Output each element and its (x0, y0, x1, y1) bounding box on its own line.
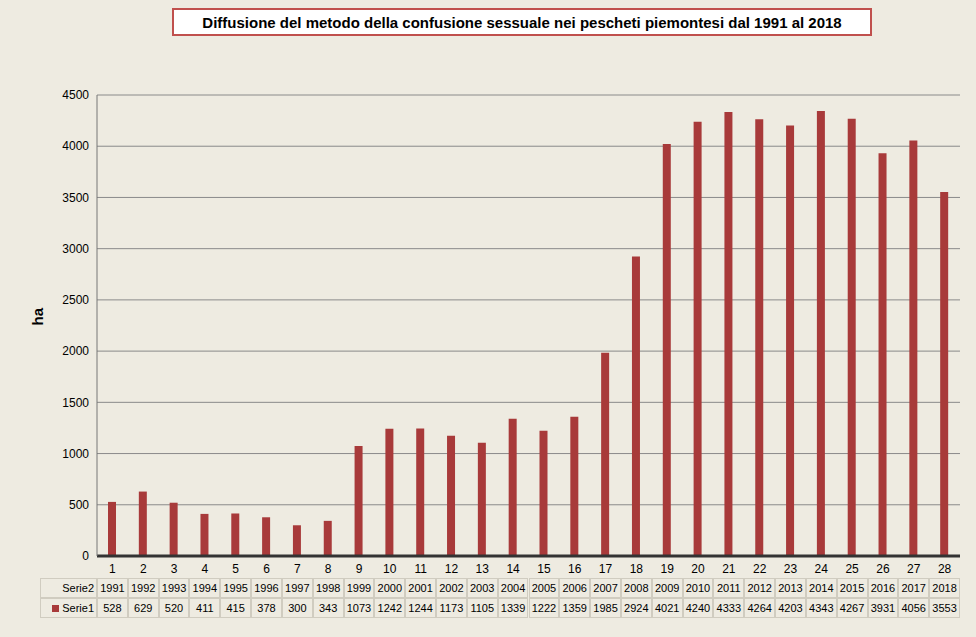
svg-text:1500: 1500 (62, 396, 89, 410)
svg-text:21: 21 (722, 562, 736, 576)
html-text:2007: 2007 (593, 582, 618, 594)
html-text:1993: 1993 (161, 582, 187, 594)
svg-text:2500: 2500 (62, 293, 89, 307)
html-text:1105: 1105 (470, 602, 495, 614)
html-text:1998: 1998 (315, 582, 341, 594)
html-text:4267: 4267 (839, 602, 865, 614)
html-text:415: 415 (226, 602, 245, 614)
html-text:Serie2: Serie2 (62, 582, 94, 594)
html-text:2016: 2016 (870, 582, 896, 594)
html-text:1339: 1339 (500, 602, 526, 614)
html-text:2017: 2017 (901, 582, 926, 594)
html-text:1999: 1999 (346, 582, 372, 594)
svg-text:19: 19 (661, 562, 675, 576)
html-text:Diffusione del metodo della co: Diffusione del metodo della confusione s… (202, 13, 842, 31)
svg-text:3500: 3500 (62, 191, 89, 205)
svg-text:2000: 2000 (62, 344, 89, 358)
svg-text:13: 13 (476, 562, 490, 576)
html-text:2003: 2003 (470, 582, 495, 594)
svg-text:24: 24 (815, 562, 829, 576)
html-text:2002: 2002 (439, 582, 464, 594)
svg-text:27: 27 (907, 562, 921, 576)
html-text:1073: 1073 (346, 602, 372, 614)
html-text:1244: 1244 (408, 602, 433, 614)
svg-text:26: 26 (876, 562, 890, 576)
html-text:2009: 2009 (654, 582, 680, 594)
svg-text:25: 25 (845, 562, 859, 576)
html-text:300: 300 (288, 602, 307, 614)
html-text:2013: 2013 (778, 582, 803, 594)
html-text:1359: 1359 (562, 602, 587, 614)
html-text:2012: 2012 (747, 582, 772, 594)
html-text:520: 520 (164, 602, 184, 614)
svg-text:4: 4 (202, 562, 209, 576)
svg-text:500: 500 (69, 498, 89, 512)
svg-text:9: 9 (356, 562, 363, 576)
html-text:3931: 3931 (870, 602, 896, 614)
html-text:1173: 1173 (439, 602, 464, 614)
html-text:4056: 4056 (901, 602, 926, 614)
svg-text:5: 5 (232, 562, 239, 576)
html-text:1997: 1997 (285, 582, 310, 594)
html-text:1996: 1996 (254, 582, 279, 594)
html-text:1991: 1991 (100, 582, 125, 594)
html-text:4203: 4203 (778, 602, 803, 614)
svg-text:ha: ha (29, 307, 46, 325)
svg-text:23: 23 (784, 562, 798, 576)
svg-text:17: 17 (599, 562, 613, 576)
svg-text:6: 6 (263, 562, 270, 576)
html-text:4333: 4333 (716, 602, 742, 614)
svg-text:3000: 3000 (62, 242, 89, 256)
svg-text:16: 16 (568, 562, 582, 576)
html-text:1992: 1992 (131, 582, 156, 594)
html-text:2005: 2005 (531, 582, 557, 594)
html-text:343: 343 (319, 602, 338, 614)
html-text:2010: 2010 (685, 582, 711, 594)
html-text:2924: 2924 (624, 602, 649, 614)
html-text:2015: 2015 (839, 582, 865, 594)
svg-text:1000: 1000 (62, 447, 89, 461)
html-text:2014: 2014 (809, 582, 834, 594)
html-text:528: 528 (103, 602, 122, 614)
html-text:378: 378 (257, 602, 276, 614)
html-text:2000: 2000 (377, 582, 402, 594)
svg-text:15: 15 (537, 562, 551, 576)
svg-text:1: 1 (109, 562, 116, 576)
html-text:1242: 1242 (377, 602, 402, 614)
html-text:1994: 1994 (192, 582, 218, 594)
svg-text:4000: 4000 (62, 139, 89, 153)
svg-text:0: 0 (82, 549, 89, 563)
html-text:4264: 4264 (747, 602, 772, 614)
svg-text:7: 7 (294, 562, 301, 576)
html-text:2001: 2001 (408, 582, 433, 594)
html-text:Serie1: Serie1 (62, 602, 94, 614)
svg-text:4500: 4500 (62, 88, 89, 102)
svg-text:11: 11 (414, 562, 427, 576)
svg-text:8: 8 (325, 562, 332, 576)
html-text:2004: 2004 (500, 582, 526, 594)
html-text:1222: 1222 (531, 602, 557, 614)
svg-text:18: 18 (630, 562, 644, 576)
html-text:4240: 4240 (685, 602, 711, 614)
svg-text:12: 12 (445, 562, 459, 576)
html-text:2006: 2006 (562, 582, 587, 594)
html-text:2018: 2018 (932, 582, 957, 594)
html-text:2008: 2008 (624, 582, 649, 594)
svg-text:28: 28 (938, 562, 952, 576)
html-text:4343: 4343 (809, 602, 834, 614)
svg-text:20: 20 (691, 562, 705, 576)
svg-text:10: 10 (383, 562, 397, 576)
html-text:629: 629 (134, 602, 153, 614)
svg-text:3: 3 (171, 562, 178, 576)
html-text:411: 411 (196, 602, 214, 614)
html-text:1995: 1995 (223, 582, 248, 594)
html-text:4021: 4021 (654, 602, 680, 614)
html-text:3553: 3553 (932, 602, 957, 614)
svg-text:14: 14 (506, 562, 520, 576)
svg-text:22: 22 (753, 562, 767, 576)
html-text:2011: 2011 (717, 582, 741, 594)
svg-text:2: 2 (140, 562, 147, 576)
html-text:1985: 1985 (593, 602, 618, 614)
